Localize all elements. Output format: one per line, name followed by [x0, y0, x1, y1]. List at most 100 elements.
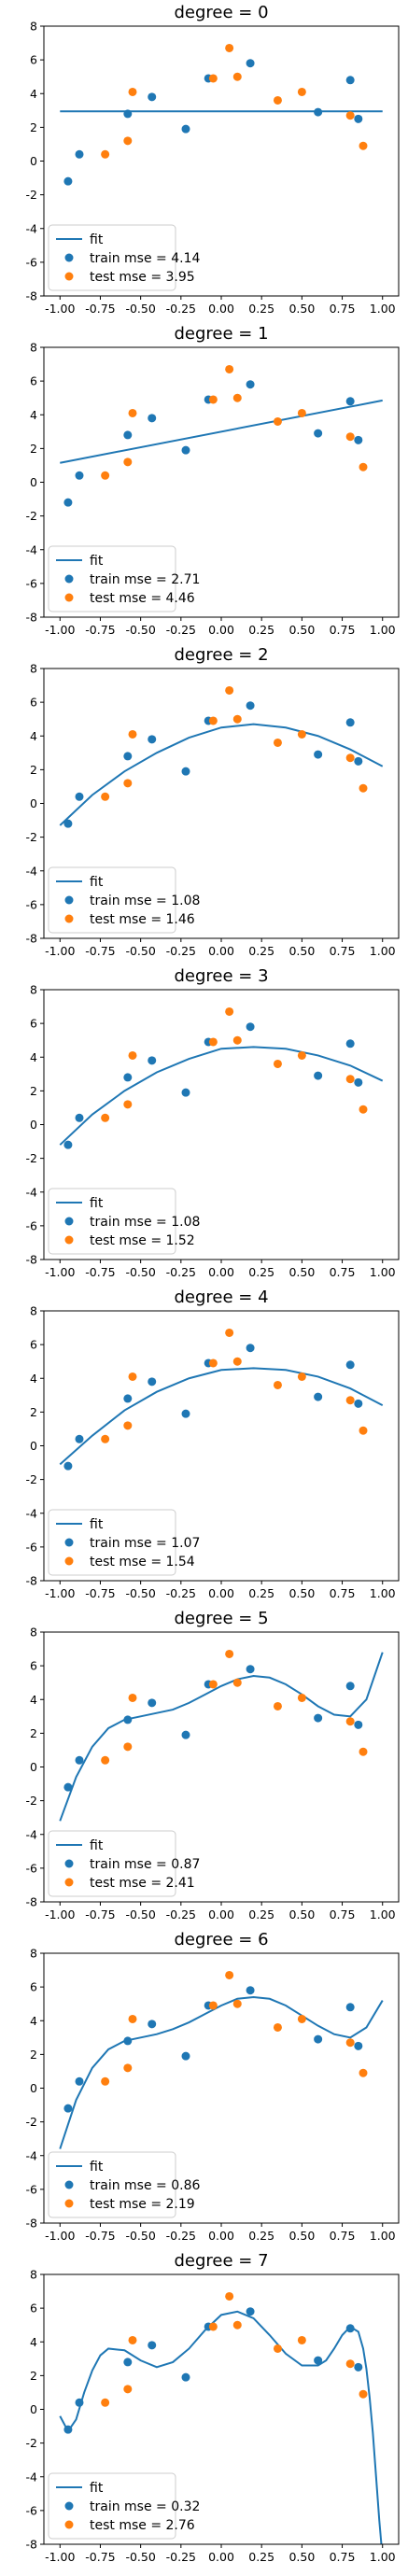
y-tick-label: 2: [30, 1084, 37, 1098]
y-tick-label: 4: [30, 1372, 37, 1386]
legend-fit-label: fit: [90, 1196, 104, 1211]
x-tick-label: 1.00: [370, 2229, 396, 2243]
legend-box: [48, 1509, 176, 1576]
train-point: [246, 2307, 255, 2316]
y-tick-label: 6: [30, 2302, 37, 2316]
legend-train-swatch: [64, 1859, 74, 1868]
y-tick-label: 4: [30, 408, 37, 422]
train-point: [354, 1077, 363, 1087]
test-point: [123, 1742, 133, 1752]
y-tick-label: 8: [30, 20, 37, 34]
legend-box: [48, 545, 176, 612]
test-point: [232, 714, 242, 724]
legend-test-label: test mse = 1.46: [90, 912, 195, 927]
y-tick-label: -6: [26, 2503, 38, 2517]
train-point: [148, 2020, 157, 2029]
y-tick-label: 6: [30, 1017, 37, 1031]
y-tick-label: -6: [26, 2182, 38, 2196]
test-point: [123, 779, 133, 788]
legend-train-label: train mse = 0.87: [90, 1857, 200, 1872]
test-point: [345, 753, 355, 763]
x-tick-label: 0.00: [208, 1586, 234, 1600]
y-tick-label: -6: [26, 255, 38, 269]
x-tick-label: -1.00: [45, 302, 75, 316]
y-tick-label: -4: [26, 1827, 38, 1841]
test-point: [128, 1372, 137, 1381]
train-point: [314, 2034, 323, 2044]
legend-train-swatch: [64, 253, 74, 262]
train-point: [181, 445, 190, 455]
legend-test-label: test mse = 1.52: [90, 1233, 195, 1248]
train-point: [123, 1394, 133, 1403]
y-tick-label: -6: [26, 897, 38, 911]
x-tick-label: -1.00: [45, 2229, 75, 2243]
train-point: [246, 701, 255, 711]
test-point: [273, 738, 282, 747]
train-point: [148, 1056, 157, 1065]
test-point: [232, 1999, 242, 2008]
train-point: [314, 1713, 323, 1723]
test-point: [345, 2038, 355, 2048]
test-point: [297, 408, 306, 417]
x-tick-label: -1.00: [45, 1907, 75, 1921]
train-point: [75, 1755, 84, 1765]
x-tick-label: -0.25: [166, 623, 196, 637]
test-point: [359, 462, 368, 472]
y-tick-label: -6: [26, 1218, 38, 1232]
x-tick-label: -0.75: [85, 1907, 115, 1921]
test-point: [101, 2398, 110, 2407]
legend-box: [48, 1188, 176, 1255]
train-point: [148, 735, 157, 744]
train-point: [314, 2356, 323, 2365]
legend-test-swatch: [64, 272, 74, 281]
train-point: [345, 76, 355, 85]
test-point: [359, 1426, 368, 1435]
train-point: [354, 1399, 363, 1408]
x-tick-label: -0.75: [85, 2550, 115, 2564]
train-point: [75, 471, 84, 480]
y-tick-label: 4: [30, 87, 37, 101]
test-point: [225, 2291, 234, 2301]
fit-line: [59, 723, 384, 826]
legend-test-swatch: [64, 914, 74, 923]
x-tick-label: -0.50: [125, 2229, 155, 2243]
legend: fit train mse = 1.08 test mse = 1.52: [48, 1188, 200, 1255]
y-tick-label: -2: [26, 830, 37, 844]
x-tick-label: 0.25: [248, 2229, 274, 2243]
test-point: [208, 1037, 218, 1047]
x-tick-label: -0.50: [125, 302, 155, 316]
train-point: [345, 1039, 355, 1049]
x-tick-label: -0.75: [85, 2229, 115, 2243]
legend-train-label: train mse = 2.71: [90, 572, 200, 587]
legend-fit-label: fit: [90, 1517, 104, 1532]
y-tick-label: -8: [26, 289, 38, 303]
subplot-title: degree = 3: [174, 966, 268, 986]
x-tick-label: 1.00: [370, 1586, 396, 1600]
train-point: [246, 1986, 255, 1995]
y-tick-label: -2: [26, 1472, 37, 1486]
train-point: [148, 92, 157, 102]
x-tick-label: -1.00: [45, 2550, 75, 2564]
test-point: [297, 1693, 306, 1702]
legend: fit train mse = 0.86 test mse = 2.19: [48, 2151, 200, 2218]
x-tick-label: 1.00: [370, 302, 396, 316]
y-tick-label: 4: [30, 2014, 37, 2028]
train-point: [63, 498, 73, 507]
subplot-degree-5: degree = 5 -1.00 -0.75 -0.50 -0.25 0.00 0.25 0.…: [26, 1609, 400, 1921]
train-point: [354, 435, 363, 444]
y-tick-label: -6: [26, 1861, 38, 1875]
y-tick-label: 4: [30, 729, 37, 743]
x-tick-label: -0.25: [166, 1586, 196, 1600]
test-point: [123, 457, 133, 467]
test-point: [128, 2335, 137, 2344]
legend-train-label: train mse = 0.86: [90, 2178, 200, 2193]
train-point: [63, 1782, 73, 1792]
subplot-title: degree = 2: [174, 645, 268, 665]
y-tick-label: -8: [26, 1253, 38, 1267]
subplot-degree-1: degree = 1 -1.00 -0.75 -0.50 -0.25 0.00 0.25 0.…: [26, 324, 400, 637]
x-tick-label: 1.00: [370, 2550, 396, 2564]
x-tick-label: 0.75: [330, 2229, 356, 2243]
subplot-degree-3: degree = 3 -1.00 -0.75 -0.50 -0.25 0.00 0.25 0.…: [26, 966, 400, 1279]
test-point: [359, 783, 368, 793]
